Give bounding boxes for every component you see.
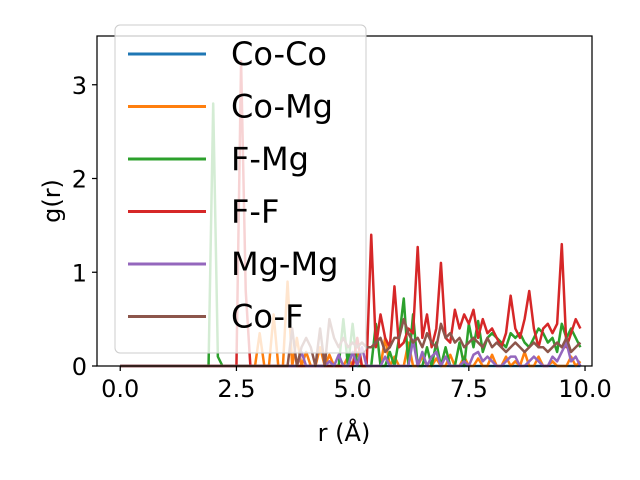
y-tick-label: 1 <box>72 259 87 287</box>
y-axis-ticks: 0 1 2 3 <box>72 72 97 381</box>
x-tick-label: 5.0 <box>334 375 372 403</box>
legend-label-f-f: F-F <box>231 193 279 231</box>
y-tick-label: 0 <box>72 353 87 381</box>
x-tick-label: 0.0 <box>101 375 139 403</box>
y-tick-label: 2 <box>72 166 87 194</box>
legend-label-f-mg: F-Mg <box>231 140 309 178</box>
legend-label-mg-mg: Mg-Mg <box>231 245 338 283</box>
y-tick-label: 3 <box>72 72 87 100</box>
x-tick-label: 10.0 <box>558 375 611 403</box>
x-axis-ticks: 0.0 2.5 5.0 7.5 10.0 <box>101 366 612 403</box>
legend: Co-Co Co-Mg F-Mg F-F Mg-Mg Co-F <box>114 24 367 354</box>
x-tick-label: 7.5 <box>450 375 488 403</box>
legend-label-co-mg: Co-Mg <box>231 88 333 126</box>
x-tick-label: 2.5 <box>217 375 255 403</box>
x-axis-label: r (Å) <box>318 418 371 447</box>
legend-label-co-f: Co-F <box>231 298 303 336</box>
y-axis-label: g(r) <box>38 179 66 223</box>
legend-label-co-co: Co-Co <box>231 35 327 73</box>
